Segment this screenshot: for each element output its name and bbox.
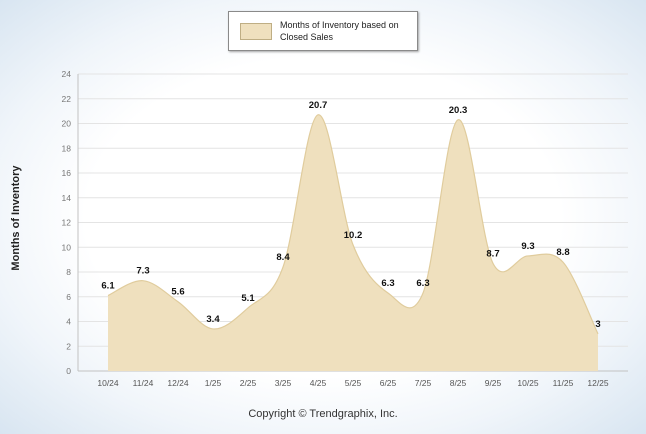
svg-text:20.7: 20.7 [309, 100, 328, 111]
svg-text:2/25: 2/25 [240, 378, 257, 388]
svg-text:8.7: 8.7 [486, 248, 499, 259]
svg-text:1/25: 1/25 [205, 378, 222, 388]
svg-text:8.8: 8.8 [556, 247, 569, 258]
svg-text:6.3: 6.3 [416, 278, 429, 289]
area-series [108, 114, 598, 371]
svg-text:4/25: 4/25 [310, 378, 327, 388]
svg-text:12: 12 [62, 218, 72, 228]
svg-text:5.1: 5.1 [241, 293, 255, 304]
svg-text:5/25: 5/25 [345, 378, 362, 388]
legend-label: Months of Inventory based on Closed Sale… [280, 20, 399, 43]
svg-text:18: 18 [62, 143, 72, 153]
svg-text:6.3: 6.3 [381, 278, 394, 289]
svg-text:20.3: 20.3 [449, 105, 468, 116]
svg-text:3.4: 3.4 [206, 314, 220, 325]
svg-text:7/25: 7/25 [415, 378, 432, 388]
svg-text:11/24: 11/24 [133, 378, 154, 388]
svg-text:5.6: 5.6 [171, 287, 184, 298]
svg-text:8/25: 8/25 [450, 378, 467, 388]
svg-text:22: 22 [62, 94, 72, 104]
svg-text:10/25: 10/25 [517, 378, 539, 388]
svg-text:12/25: 12/25 [587, 378, 609, 388]
svg-text:24: 24 [62, 69, 72, 79]
svg-text:2: 2 [66, 341, 71, 351]
svg-text:3/25: 3/25 [275, 378, 292, 388]
chart-legend: Months of Inventory based on Closed Sale… [228, 11, 418, 52]
svg-text:0: 0 [66, 366, 71, 376]
svg-text:7.3: 7.3 [136, 266, 149, 277]
svg-text:3: 3 [595, 319, 600, 330]
svg-text:6: 6 [66, 292, 71, 302]
svg-text:6/25: 6/25 [380, 378, 397, 388]
svg-text:10/24: 10/24 [97, 378, 119, 388]
svg-text:9.3: 9.3 [521, 241, 534, 252]
svg-text:12/24: 12/24 [167, 378, 189, 388]
area-series-outline [107, 114, 599, 335]
svg-text:11/25: 11/25 [553, 378, 574, 388]
copyright-text: Copyright © Trendgraphix, Inc. [248, 408, 398, 420]
legend-swatch-icon [240, 22, 272, 40]
svg-text:8.4: 8.4 [276, 252, 290, 263]
data-labels: 6.1 7.3 5.6 3.4 5.1 8.4 20.7 10.2 6.3 6.3 20.3 8.7 9… [101, 100, 600, 330]
svg-text:14: 14 [62, 193, 72, 203]
x-axis-labels: 10/24 11/24 12/24 1/25 2/25 3/25 4/25 5/25 6/25 7… [97, 378, 609, 388]
svg-text:4: 4 [66, 317, 71, 327]
y-axis-title: Months of Inventory [10, 165, 22, 271]
svg-text:10: 10 [62, 242, 72, 252]
svg-text:20: 20 [62, 119, 72, 129]
svg-text:10.2: 10.2 [344, 230, 363, 241]
svg-text:6.1: 6.1 [101, 281, 115, 292]
svg-text:8: 8 [66, 267, 71, 277]
svg-text:9/25: 9/25 [485, 378, 502, 388]
svg-text:16: 16 [62, 168, 72, 178]
